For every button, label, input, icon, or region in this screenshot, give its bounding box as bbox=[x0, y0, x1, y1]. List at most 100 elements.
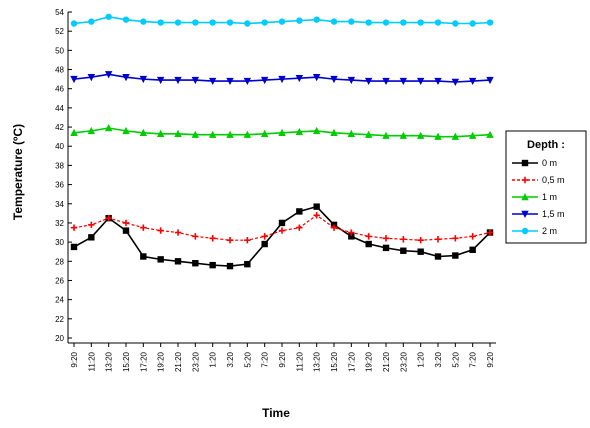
y-tick-label: 22 bbox=[55, 315, 64, 324]
data-point bbox=[226, 262, 234, 270]
data-point bbox=[365, 233, 372, 240]
data-point bbox=[295, 127, 304, 136]
legend-swatch-marker bbox=[521, 193, 529, 201]
y-axis-ticks: 20 22 24 26 28 30 32 34 36 38 40 42 44 46 48 50 52 54 bbox=[55, 8, 72, 343]
data-point bbox=[313, 212, 320, 219]
data-point bbox=[330, 224, 338, 231]
data-point bbox=[88, 234, 95, 241]
data-point bbox=[122, 16, 130, 23]
x-tick-label: 19:20 bbox=[365, 351, 374, 372]
y-tick-label: 26 bbox=[55, 276, 64, 285]
data-point bbox=[278, 75, 286, 84]
data-point bbox=[243, 77, 252, 86]
data-point bbox=[261, 19, 268, 26]
x-tick-label: 7:20 bbox=[469, 351, 478, 367]
data-point bbox=[157, 256, 164, 263]
y-tick-label: 40 bbox=[55, 142, 64, 151]
legend: Depth : 0 m 0,5 m 1 m 1,5 m 2 m bbox=[505, 130, 587, 244]
data-point bbox=[399, 77, 408, 86]
legend-label: 1,5 m bbox=[542, 209, 565, 219]
x-tick-label: 19:20 bbox=[157, 351, 166, 372]
data-point bbox=[434, 253, 442, 260]
data-point bbox=[122, 219, 130, 227]
data-point bbox=[192, 233, 199, 240]
data-point bbox=[70, 75, 78, 84]
series-2 bbox=[70, 124, 494, 140]
data-point bbox=[469, 233, 476, 240]
data-point bbox=[70, 224, 78, 231]
data-point bbox=[417, 19, 424, 26]
data-point bbox=[434, 236, 442, 243]
y-tick-label: 36 bbox=[55, 181, 64, 190]
data-point bbox=[451, 78, 460, 86]
data-point bbox=[157, 227, 164, 234]
data-point bbox=[261, 233, 268, 240]
data-point bbox=[469, 246, 476, 253]
x-tick-label: 5:20 bbox=[451, 351, 460, 367]
data-point bbox=[330, 75, 338, 84]
legend-items: 0 m 0,5 m 1 m 1,5 m 2 m bbox=[512, 158, 565, 236]
series-4 bbox=[70, 13, 494, 27]
data-point bbox=[244, 237, 251, 244]
data-point bbox=[157, 19, 164, 26]
x-tick-label: 3:20 bbox=[226, 351, 235, 367]
data-point bbox=[365, 19, 372, 26]
x-tick-label: 23:20 bbox=[191, 351, 200, 372]
legend-label: 0,5 m bbox=[542, 175, 565, 185]
data-point bbox=[468, 131, 477, 139]
y-tick-label: 44 bbox=[55, 104, 64, 113]
x-tick-label: 7:20 bbox=[261, 351, 270, 367]
y-tick-label: 42 bbox=[55, 123, 64, 132]
data-point bbox=[330, 128, 338, 137]
data-point bbox=[296, 224, 303, 231]
data-point bbox=[486, 76, 494, 85]
data-point bbox=[105, 13, 112, 20]
data-point bbox=[209, 19, 216, 26]
data-point bbox=[174, 258, 182, 265]
legend-swatch-marker bbox=[521, 176, 529, 184]
legend-title: Depth : bbox=[527, 139, 565, 151]
x-tick-label: 9:20 bbox=[278, 351, 287, 367]
data-point bbox=[70, 243, 78, 251]
data-point bbox=[382, 244, 390, 252]
y-tick-label: 46 bbox=[55, 85, 64, 94]
data-point bbox=[348, 229, 355, 236]
data-point bbox=[330, 18, 338, 25]
data-point bbox=[400, 236, 407, 243]
legend-swatch-marker bbox=[521, 210, 529, 218]
data-point bbox=[434, 132, 442, 140]
data-point bbox=[364, 77, 373, 86]
x-axis-title: Time bbox=[262, 406, 290, 420]
data-point bbox=[452, 252, 459, 259]
x-tick-label: 23:20 bbox=[399, 351, 408, 372]
data-point bbox=[244, 20, 251, 27]
data-point bbox=[261, 240, 268, 248]
data-point bbox=[104, 71, 113, 79]
data-point bbox=[244, 260, 251, 268]
x-tick-label: 11:20 bbox=[295, 351, 304, 371]
data-point bbox=[174, 76, 182, 85]
y-tick-label: 48 bbox=[55, 66, 64, 75]
data-point bbox=[400, 19, 407, 26]
data-point bbox=[278, 128, 286, 137]
data-point bbox=[312, 74, 321, 82]
series-1 bbox=[70, 212, 494, 244]
data-point bbox=[348, 233, 355, 240]
data-point bbox=[382, 19, 390, 26]
legend-item: 0 m bbox=[512, 158, 557, 168]
x-tick-label: 9:20 bbox=[486, 351, 495, 367]
legend-item: 1 m bbox=[512, 192, 557, 202]
series-line bbox=[73, 205, 491, 267]
data-point bbox=[365, 240, 372, 248]
data-point bbox=[348, 18, 355, 25]
x-tick-label: 21:20 bbox=[174, 351, 183, 372]
data-point bbox=[382, 235, 390, 242]
data-point bbox=[382, 131, 390, 139]
data-point bbox=[209, 235, 216, 242]
x-tick-label: 15:20 bbox=[122, 351, 131, 372]
legend-label: 1 m bbox=[542, 192, 557, 202]
x-tick-label: 3:20 bbox=[434, 351, 443, 367]
data-point bbox=[174, 19, 182, 26]
x-axis-ticks: 9:20 11:20 13:20 15:20 17:20 19:20 21:20 23:20 1… bbox=[70, 343, 495, 372]
